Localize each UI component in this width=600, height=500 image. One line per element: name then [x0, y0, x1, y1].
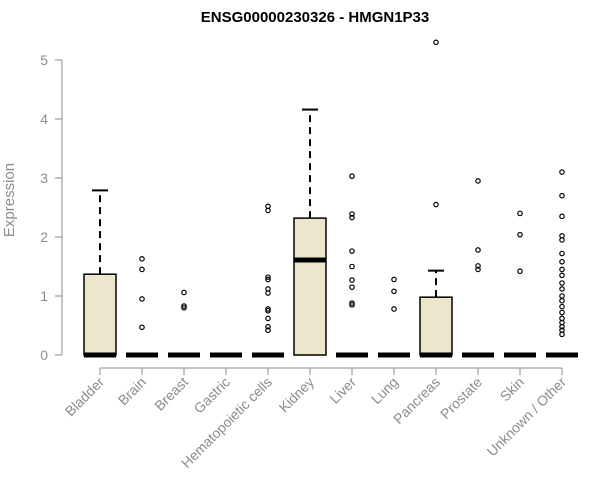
outlier-point: [475, 247, 481, 253]
outlier-point: [559, 192, 565, 199]
outlier-point: [559, 280, 565, 286]
box-group: [462, 178, 494, 358]
outlier-point: [559, 250, 565, 257]
outlier-point: [559, 272, 565, 279]
box: [293, 217, 327, 356]
box: [419, 296, 453, 356]
box-group: [419, 39, 453, 358]
x-tick-label: Pancreas: [390, 374, 443, 427]
outlier-point: [559, 293, 565, 299]
x-tick-label: Unknown / Other: [484, 374, 570, 460]
y-axis-label: Expression: [1, 163, 18, 237]
outlier-point: [433, 39, 439, 46]
outlier-point: [139, 296, 145, 302]
outlier-point: [391, 288, 397, 295]
x-tick-label: Lung: [368, 374, 401, 407]
y-tick-label: 3: [40, 170, 48, 186]
outlier-point: [517, 268, 523, 275]
outlier-point: [265, 276, 271, 283]
outlier-point: [349, 284, 355, 290]
outlier-point: [349, 211, 355, 217]
outlier-point: [559, 315, 565, 322]
y-tick-label: 5: [40, 52, 48, 68]
x-tick-label: Kidney: [276, 374, 318, 416]
outlier-point: [265, 307, 271, 314]
box-group: [504, 210, 536, 358]
outlier-point: [265, 323, 271, 330]
y-tick-label: 0: [40, 347, 48, 363]
box-group: [126, 256, 158, 358]
box: [83, 273, 117, 356]
outlier-point: [559, 169, 565, 175]
x-tick-label: Liver: [326, 374, 359, 407]
x-tick-label: Bladder: [62, 374, 108, 420]
y-tick-label: 2: [40, 229, 48, 245]
outlier-point: [559, 297, 565, 304]
box-group: [168, 289, 200, 358]
x-tick-label: Skin: [497, 374, 528, 405]
outlier-point: [475, 266, 481, 273]
outlier-point: [139, 324, 145, 331]
box-group: [546, 169, 578, 358]
x-tick-label: Breast: [151, 374, 191, 414]
outlier-point: [181, 303, 187, 309]
outlier-point: [349, 173, 355, 180]
box-group: [378, 276, 410, 358]
outlier-point: [265, 203, 271, 210]
outlier-point: [349, 302, 355, 308]
outlier-point: [265, 274, 271, 280]
outlier-point: [181, 304, 187, 311]
outlier-point: [559, 213, 565, 220]
outlier-point: [391, 306, 397, 312]
outlier-point: [559, 266, 565, 273]
outlier-point: [139, 256, 145, 262]
plot-area: [83, 39, 578, 358]
outlier-point: [265, 306, 271, 312]
box-group: [336, 173, 368, 358]
chart-title: ENSG00000230326 - HMGN1P33: [201, 9, 429, 26]
y-axis: 0 1 2 3 4 5: [40, 52, 63, 363]
x-tick-label: Brain: [115, 374, 149, 408]
outlier-point: [517, 210, 523, 217]
outlier-point: [475, 263, 481, 269]
outlier-point: [181, 289, 187, 296]
outlier-point: [265, 315, 271, 322]
outlier-point: [475, 178, 481, 184]
x-tick-label: Prostate: [437, 374, 485, 422]
outlier-point: [559, 233, 565, 239]
outlier-point: [559, 303, 565, 310]
outlier-point: [349, 277, 355, 283]
outlier-point: [559, 327, 565, 334]
outlier-point: [517, 231, 523, 238]
box-group: [83, 189, 117, 358]
outlier-point: [349, 248, 355, 254]
box-group: [252, 203, 284, 358]
outlier-point: [349, 214, 355, 221]
outlier-point: [559, 258, 565, 265]
outlier-point: [349, 263, 355, 270]
y-tick-label: 4: [40, 111, 48, 127]
y-tick-label: 1: [40, 288, 48, 304]
outlier-point: [349, 300, 355, 306]
outlier-point: [265, 327, 271, 334]
box-group: [293, 108, 327, 356]
outlier-point: [433, 201, 439, 208]
outlier-point: [139, 266, 145, 273]
outlier-point: [559, 286, 565, 292]
outlier-point: [559, 309, 565, 316]
outlier-point: [265, 286, 271, 292]
outlier-point: [391, 276, 397, 283]
